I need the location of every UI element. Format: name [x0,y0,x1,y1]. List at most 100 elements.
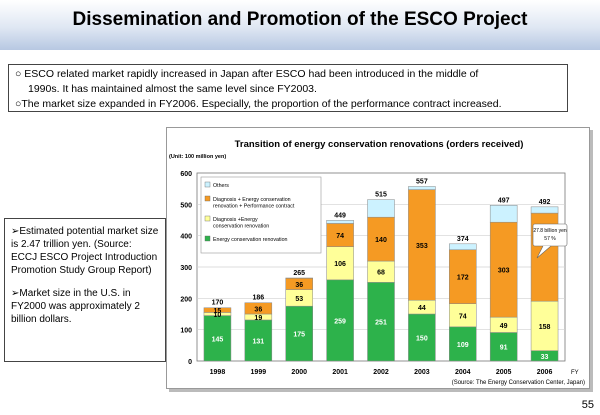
source-note: (Source: The Energy Conservation Center,… [452,380,585,386]
total-label: 497 [498,197,510,204]
data-label: 106 [334,261,346,268]
x-tick-label: 2003 [414,369,430,376]
data-label: 251 [375,320,387,327]
bar-segment [449,326,477,362]
y-tick-label: 100 [180,328,192,335]
x-tick-label: 2000 [291,369,307,376]
bullet-mark: ○ [15,68,22,80]
x-axis-label: FY [571,370,579,376]
bar-segment [203,307,232,313]
bar-segment [530,206,559,214]
bar-segment [244,302,273,315]
data-label: 158 [539,324,551,331]
data-label: 15 [214,308,222,315]
side-note-us-market: ➢Market size in the U.S. in FY2000 was a… [11,288,140,325]
total-label: 557 [416,178,428,185]
side-note-potential-market: ➢Estimated potential market size is 2.47… [11,226,159,276]
legend-box [200,176,322,254]
legend-swatch [204,195,211,202]
callout-text: 57 % [544,236,556,242]
bullet-text: The market size expanded in FY2006. Espe… [21,98,502,110]
data-label: 36 [254,306,262,313]
y-tick-label: 300 [180,265,192,272]
data-label: 109 [457,342,469,349]
side-notes-box: ➢Estimated potential market size is 2.47… [4,218,166,362]
legend-label: Diagnosis + Energy conservation renovatio… [213,197,295,210]
y-tick-label: 0 [188,359,192,366]
data-label: 172 [457,275,469,282]
data-label: 49 [500,323,508,330]
bullet-text: ESCO related market rapidly increased in… [24,68,479,80]
y-tick-label: 400 [180,234,192,241]
summary-bullet-2: ○The market size expanded in FY2006. Esp… [15,97,561,112]
legend-label: Diagnosis +Energy conservation renovation [213,217,269,230]
bar-segment [285,305,313,362]
callout-text: 27.8 billion yen [533,228,567,234]
legend-swatch [204,235,211,242]
chart-frame: Transition of energy conservation renova… [166,127,590,389]
data-label: 44 [418,305,426,312]
y-tick-label: 500 [180,202,192,209]
total-label: 186 [252,295,264,302]
y-tick-label: 600 [180,171,192,178]
bar-segment [326,246,354,281]
summary-bullet-1: ○ ESCO related market rapidly increased … [15,67,561,82]
bar-segment [408,186,436,190]
total-label: 265 [293,270,305,277]
data-label: 36 [295,282,303,289]
data-label: 53 [295,296,303,303]
bar-segment [489,221,518,318]
bar-segment [326,279,354,362]
legend-label: Energy conservation renovation [213,237,288,243]
callout-pointer [536,245,552,259]
chart-title: Transition of energy conservation renova… [235,139,524,150]
unit-label: (Unit: 100 million yen) [169,154,226,160]
data-label: 91 [500,345,508,352]
summary-bullet-1-cont: 1990s. It has maintained almost the same… [28,83,317,95]
page-number: 55 [581,399,594,411]
legend-label: Others [213,183,229,189]
total-label: 515 [375,192,387,199]
legend-swatch [204,181,211,188]
x-tick-label: 1998 [210,369,226,376]
data-label: 140 [375,237,387,244]
data-label: 10 [214,312,222,319]
bar-segment [408,313,436,362]
x-tick-label: 2002 [373,369,389,376]
total-label: 170 [212,300,224,307]
bar-segment [489,205,518,223]
data-label: 19 [254,315,262,322]
total-label: 374 [457,236,469,243]
total-label: 492 [539,199,551,206]
legend-swatch [204,215,211,222]
bar-segment [326,220,354,224]
bar-segment [489,332,518,362]
x-tick-label: 2005 [496,369,512,376]
bar-segment [449,243,477,251]
data-label: 145 [212,336,224,343]
data-label: 150 [416,336,428,343]
bar-segment [367,282,395,362]
x-tick-label: 2006 [537,369,553,376]
title-band [0,0,600,50]
data-label: 131 [252,338,264,345]
y-tick-label: 200 [180,296,192,303]
x-tick-label: 1999 [251,369,267,376]
data-label: 74 [336,233,344,240]
data-label: 175 [293,332,305,339]
data-label: 33 [541,354,549,361]
x-tick-label: 2004 [455,369,471,376]
bullet-mark: ○ [15,98,22,110]
data-label: 259 [334,318,346,325]
x-tick-label: 2001 [332,369,348,376]
summary-box: ○ ESCO related market rapidly increased … [8,64,568,112]
total-label: 449 [334,212,346,219]
data-label: 74 [459,313,467,320]
data-label: 353 [416,243,428,250]
data-label: 68 [377,270,385,277]
page-title: Dissemination and Promotion of the ESCO … [72,9,528,30]
bar-segment [408,189,436,301]
data-label: 303 [498,268,510,275]
bar-segment [203,315,232,362]
bar-segment [530,300,559,351]
